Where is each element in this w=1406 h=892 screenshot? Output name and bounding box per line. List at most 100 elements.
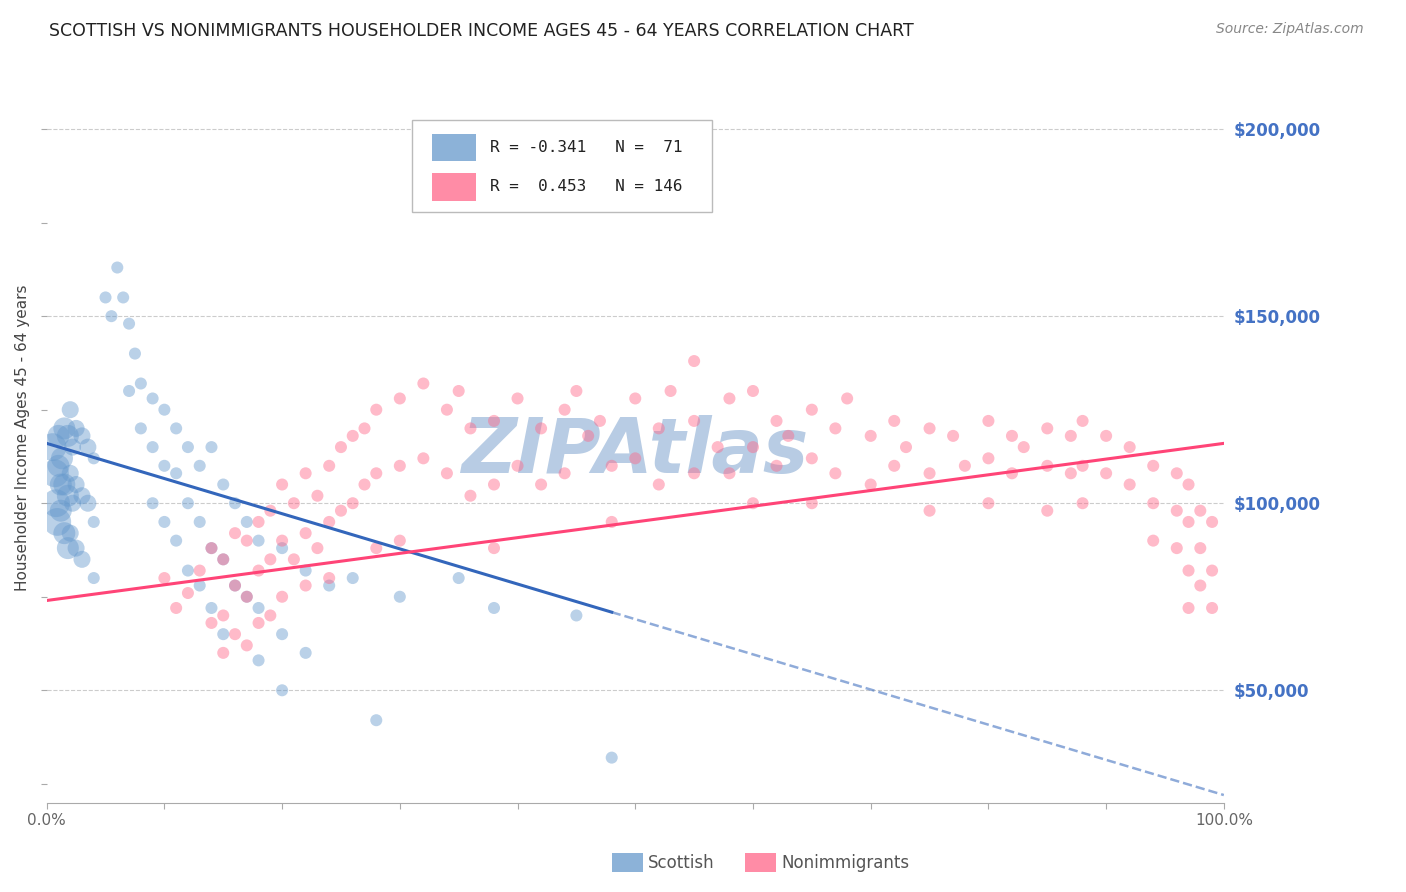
FancyBboxPatch shape	[412, 120, 711, 211]
Point	[554, 467, 576, 481]
Point	[1166, 467, 1188, 481]
Point	[742, 496, 765, 510]
Point	[48, 458, 70, 473]
Point	[70, 489, 93, 503]
Point	[259, 608, 281, 623]
Point	[48, 429, 70, 443]
Point	[124, 346, 146, 360]
Point	[388, 590, 411, 604]
Point	[224, 496, 246, 510]
Point	[153, 515, 176, 529]
Point	[129, 376, 152, 391]
Point	[153, 402, 176, 417]
Point	[44, 467, 66, 481]
Point	[1142, 496, 1164, 510]
Point	[105, 260, 128, 275]
Point	[565, 608, 588, 623]
Point	[259, 504, 281, 518]
Point	[1201, 601, 1223, 615]
Point	[200, 541, 222, 555]
Point	[41, 440, 63, 454]
Point	[271, 533, 294, 548]
Point	[506, 458, 529, 473]
Point	[330, 504, 353, 518]
Point	[683, 414, 706, 428]
Point	[648, 421, 671, 435]
Point	[366, 713, 388, 727]
Point	[165, 467, 187, 481]
Point	[460, 489, 482, 503]
Point	[1166, 504, 1188, 518]
Text: Scottish: Scottish	[648, 854, 714, 871]
Text: SCOTTISH VS NONIMMIGRANTS HOUSEHOLDER INCOME AGES 45 - 64 YEARS CORRELATION CHAR: SCOTTISH VS NONIMMIGRANTS HOUSEHOLDER IN…	[49, 22, 914, 40]
Point	[506, 392, 529, 406]
Point	[247, 601, 270, 615]
Point	[388, 458, 411, 473]
Point	[530, 421, 553, 435]
Point	[1001, 467, 1024, 481]
Point	[1012, 440, 1035, 454]
Point	[953, 458, 976, 473]
Point	[236, 515, 259, 529]
Point	[247, 615, 270, 630]
Point	[859, 429, 882, 443]
Point	[46, 515, 69, 529]
Point	[977, 496, 1000, 510]
Point	[624, 451, 647, 466]
Point	[200, 601, 222, 615]
Point	[918, 421, 941, 435]
Point	[412, 376, 434, 391]
Point	[94, 290, 117, 304]
Point	[918, 467, 941, 481]
Text: ZIPAtlas: ZIPAtlas	[461, 416, 808, 490]
Point	[1036, 421, 1059, 435]
Point	[153, 458, 176, 473]
Point	[200, 541, 222, 555]
Point	[294, 467, 316, 481]
Point	[59, 526, 82, 541]
Point	[1036, 458, 1059, 473]
Point	[1071, 414, 1094, 428]
Point	[188, 564, 211, 578]
Point	[342, 429, 364, 443]
Point	[59, 402, 82, 417]
Point	[188, 458, 211, 473]
Point	[65, 421, 87, 435]
Point	[1142, 533, 1164, 548]
Point	[165, 601, 187, 615]
Point	[589, 414, 612, 428]
Point	[683, 467, 706, 481]
Point	[318, 571, 340, 585]
Point	[247, 653, 270, 667]
Text: R =  0.453   N = 146: R = 0.453 N = 146	[491, 179, 683, 194]
Point	[706, 440, 728, 454]
Point	[482, 541, 505, 555]
Point	[824, 421, 846, 435]
Point	[100, 309, 122, 323]
Point	[530, 477, 553, 491]
Point	[742, 384, 765, 398]
Point	[1036, 504, 1059, 518]
Point	[1118, 440, 1140, 454]
Point	[271, 627, 294, 641]
Bar	[432, 173, 477, 201]
Point	[70, 552, 93, 566]
Point	[353, 421, 375, 435]
Point	[112, 290, 135, 304]
Point	[224, 578, 246, 592]
Point	[1177, 601, 1199, 615]
Point	[600, 750, 623, 764]
Point	[212, 608, 235, 623]
Point	[482, 477, 505, 491]
Point	[600, 515, 623, 529]
Point	[412, 451, 434, 466]
Point	[49, 477, 72, 491]
Point	[1166, 541, 1188, 555]
Point	[212, 552, 235, 566]
Point	[1095, 467, 1118, 481]
Point	[247, 515, 270, 529]
Point	[600, 458, 623, 473]
Point	[45, 496, 67, 510]
Point	[554, 402, 576, 417]
Point	[342, 496, 364, 510]
